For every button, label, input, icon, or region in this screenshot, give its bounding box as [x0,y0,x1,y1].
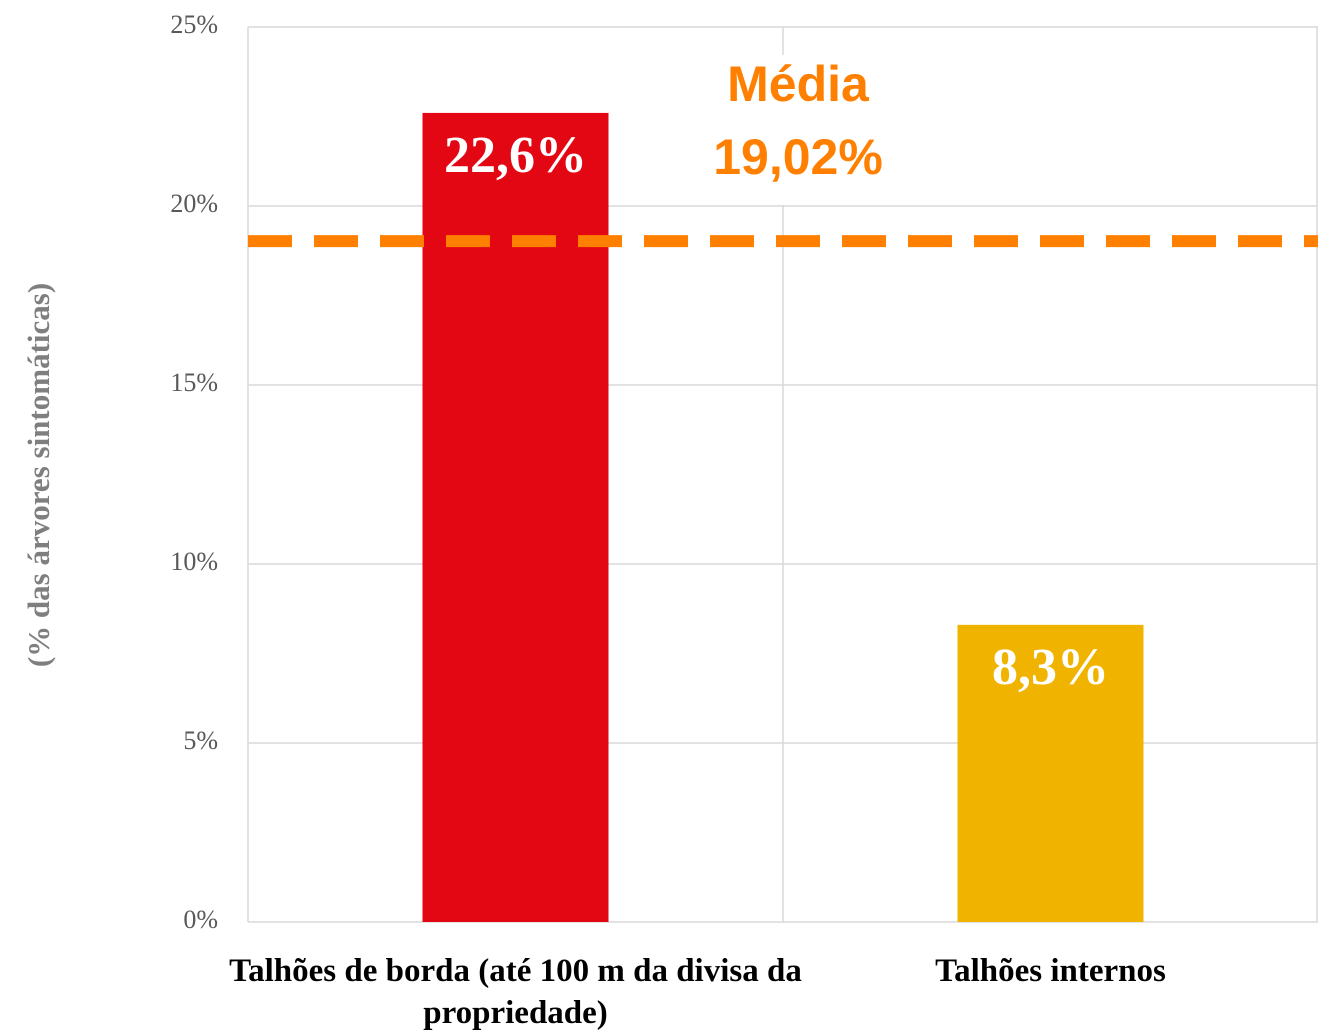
x-tick-label: Talhões de borda (até 100 m da divisa da… [229,953,802,1031]
average-title: Média [727,56,870,112]
average-label: 19,02% [713,129,883,185]
y-tick-label: 15% [170,368,218,397]
y-tick-label: 25% [170,10,218,39]
y-tick-label: 0% [183,905,218,934]
y-axis-label: (% das árvores sintomáticas) [21,283,56,667]
y-tick-label: 10% [170,547,218,576]
annotation-background [652,55,944,205]
value-label: 8,3% [992,639,1109,696]
y-tick-label: 20% [170,189,218,218]
value-label: 22,6% [444,127,587,184]
bar [422,112,609,923]
x-tick-label: Talhões internos [935,953,1166,989]
y-tick-label: 5% [183,726,218,755]
bar [957,624,1144,922]
